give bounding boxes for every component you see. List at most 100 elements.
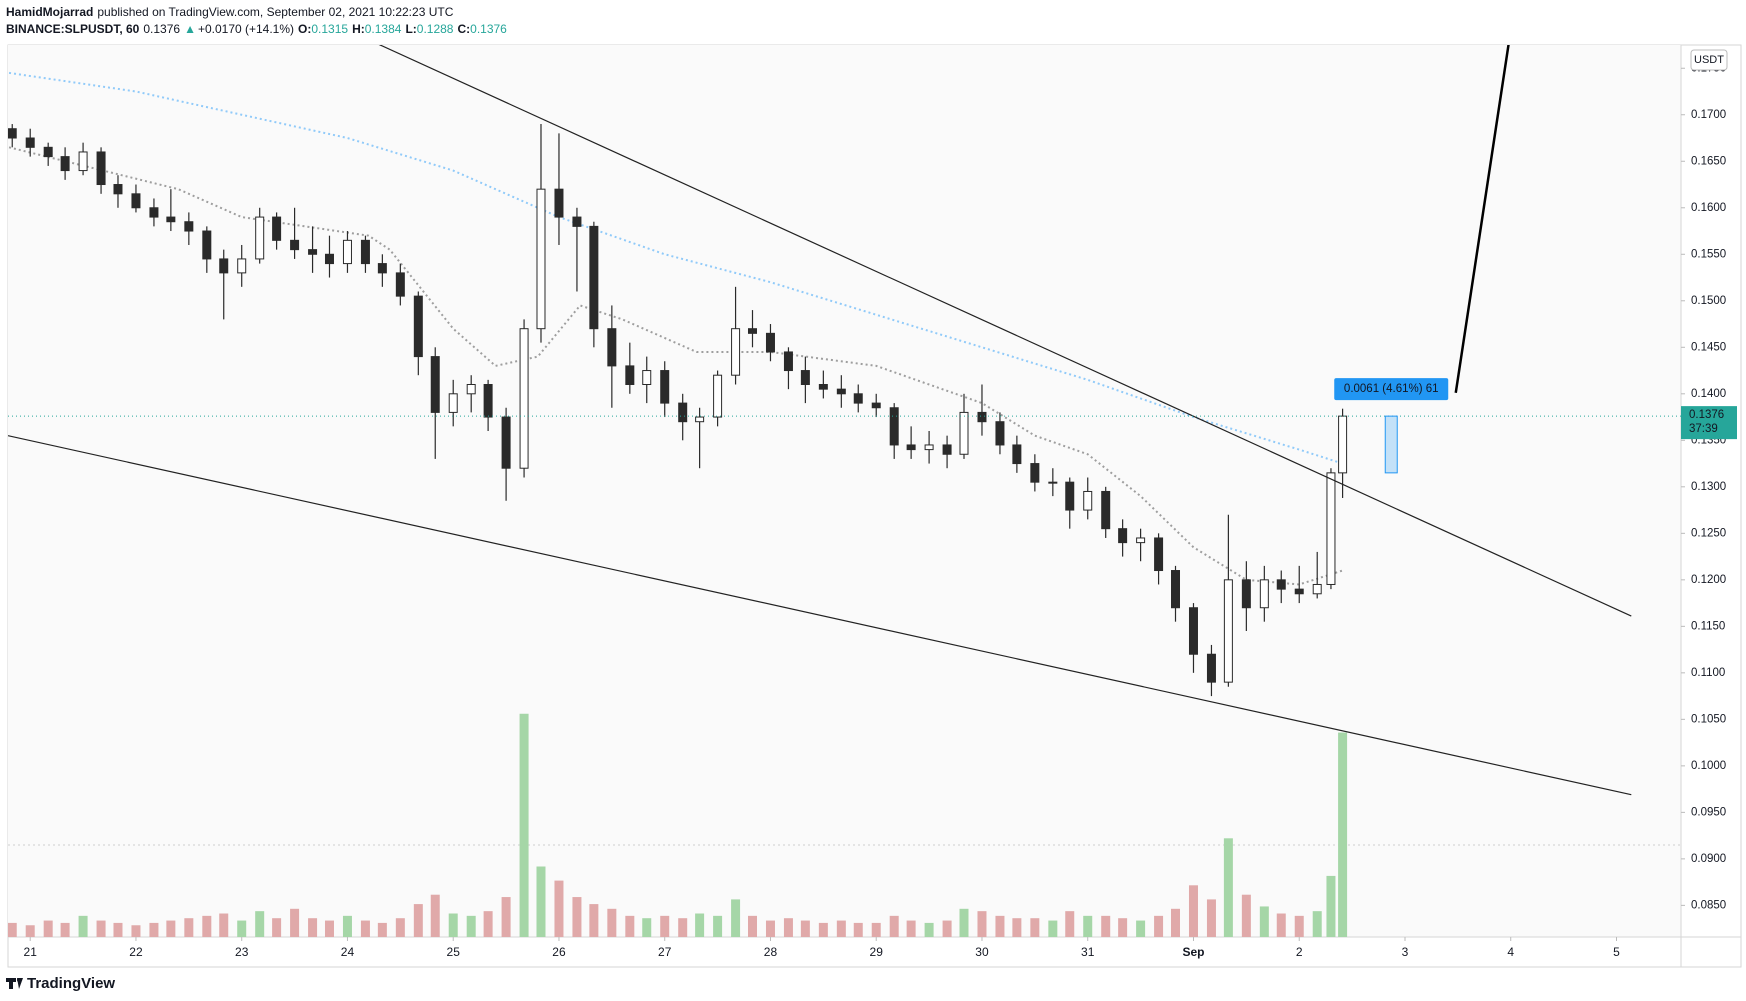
candle-body	[395, 272, 405, 297]
volume-bar	[678, 918, 688, 937]
volume-bar	[8, 922, 17, 937]
candle-body	[308, 249, 318, 255]
candle-body	[1065, 481, 1075, 511]
volume-bar	[202, 915, 212, 937]
candle-body	[377, 263, 387, 274]
candle-body	[219, 258, 229, 274]
candle-body	[731, 328, 741, 376]
volume-bar	[589, 904, 599, 937]
y-tick-label: 0.1300	[1691, 481, 1726, 493]
candle-body	[977, 411, 987, 423]
volume-bar	[818, 922, 828, 937]
last-price: 0.1376	[143, 22, 180, 36]
candle-body	[166, 216, 176, 223]
volume-bar	[536, 866, 546, 937]
candle-body	[1206, 653, 1216, 683]
candle-body	[783, 351, 793, 372]
y-tick-label: 0.1550	[1691, 248, 1726, 260]
volume-bar	[1294, 915, 1304, 937]
change: +0.0170 (+14.1%)	[198, 22, 294, 36]
volume-bar	[131, 925, 141, 937]
x-tick-label: 25	[447, 945, 461, 959]
candle-body	[78, 151, 88, 172]
volume-bar	[25, 925, 35, 937]
volume-bar	[466, 915, 476, 937]
volume-bar	[43, 920, 53, 937]
brand: TradingView	[27, 975, 115, 992]
y-tick-label: 0.1200	[1691, 574, 1726, 586]
x-tick-label: 3	[1402, 945, 1409, 959]
candle-body	[1012, 444, 1022, 465]
c-label: C:	[457, 22, 470, 36]
candle-body	[466, 383, 476, 395]
candle-body	[853, 393, 863, 404]
open-value: 0.1315	[311, 22, 348, 36]
volume-bar	[1188, 885, 1198, 937]
volume-bar	[219, 913, 229, 937]
x-tick-label: 30	[975, 945, 989, 959]
candle-body	[959, 411, 969, 455]
candle-body	[942, 444, 952, 455]
candle-body	[519, 328, 529, 469]
moving-average	[8, 146, 1343, 586]
trendline	[1454, 45, 1510, 394]
volume-bar	[237, 920, 247, 937]
x-tick-label: 5	[1613, 945, 1620, 959]
candle-body	[1294, 588, 1304, 595]
trendline	[378, 45, 1632, 617]
candle-body	[1312, 583, 1322, 595]
volume-bar	[1118, 918, 1128, 937]
y-tick-label: 0.1400	[1691, 388, 1726, 400]
candle-body	[995, 421, 1005, 446]
candle-body	[1118, 528, 1128, 544]
candle-body	[1171, 570, 1181, 609]
candle-body	[924, 444, 934, 451]
x-tick-label: 23	[235, 945, 249, 959]
volume-bar	[572, 897, 582, 937]
volume-bar	[149, 922, 159, 937]
volume-bar	[1326, 875, 1336, 937]
candle-body	[1241, 579, 1251, 609]
y-tick-label: 0.1000	[1691, 760, 1726, 772]
candle-body	[536, 188, 546, 330]
candle-body	[413, 295, 423, 358]
volume-bar	[800, 920, 810, 937]
volume-bar	[1012, 918, 1022, 937]
o-label: O:	[298, 22, 311, 36]
volume-bar	[360, 920, 370, 937]
volume-bar	[272, 918, 282, 937]
y-tick-label: 0.0950	[1691, 806, 1726, 818]
candle-body	[8, 128, 17, 139]
volume-bar	[1223, 838, 1233, 937]
x-tick-label: 26	[552, 945, 566, 959]
candle-body	[747, 328, 757, 334]
y-tick-label: 0.0850	[1691, 899, 1726, 911]
volume-bar	[906, 920, 916, 937]
volume-bar	[1276, 913, 1286, 937]
volume-bar	[1338, 732, 1348, 937]
volume-bar	[625, 915, 635, 937]
volume-bar	[1048, 920, 1058, 937]
candle-body	[360, 239, 370, 265]
brand-logo	[6, 978, 23, 989]
candle-body	[96, 151, 106, 186]
volume-bar	[113, 922, 123, 937]
candle-body	[642, 370, 652, 385]
candle-body	[501, 416, 511, 469]
candle-body	[836, 388, 846, 395]
y-tick-label: 0.1700	[1691, 109, 1726, 121]
symbol: BINANCE:SLPUSDT, 60	[6, 22, 140, 36]
volume-bar	[1065, 911, 1075, 937]
price-label-box	[1681, 406, 1737, 440]
volume-bar	[642, 918, 652, 937]
volume-bar	[1083, 915, 1093, 937]
x-tick-label: 28	[764, 945, 778, 959]
volume-bar	[942, 920, 952, 937]
volume-bar	[607, 908, 617, 937]
x-tick-label: 24	[341, 945, 355, 959]
volume-bar	[255, 911, 265, 937]
measure-label: 0.0061 (4.61%) 61	[1344, 383, 1439, 395]
candle-body	[607, 328, 617, 367]
volume-bar	[483, 911, 493, 937]
